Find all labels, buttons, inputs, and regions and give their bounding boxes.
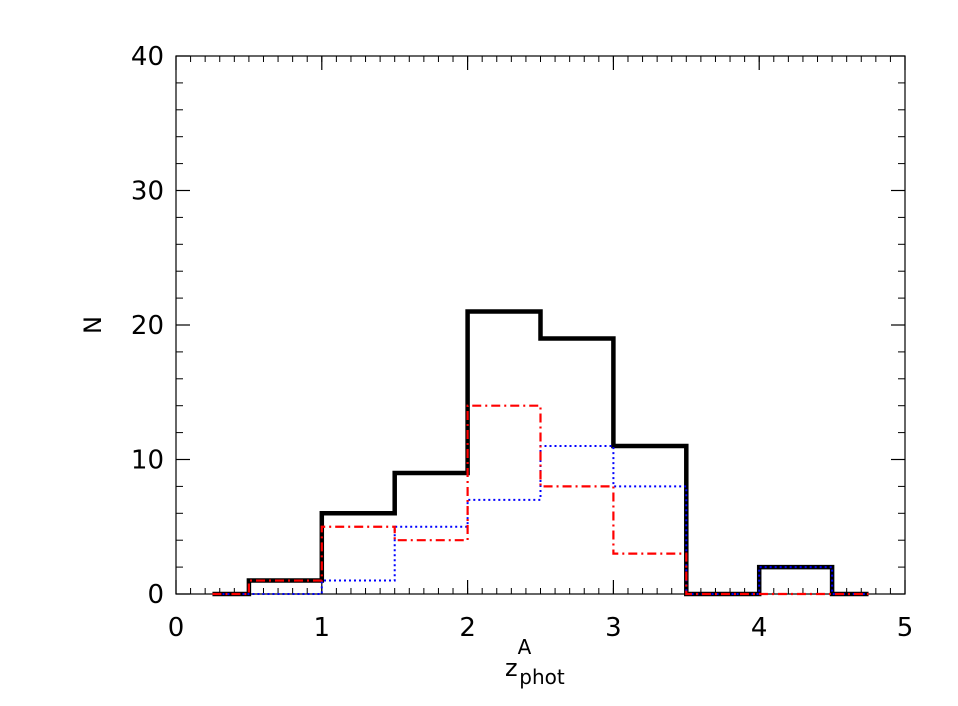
y-tick-label: 10 [131, 446, 164, 476]
y-tick-label: 30 [131, 177, 164, 207]
y-tick-label: 0 [147, 580, 164, 610]
x-tick-label: 5 [897, 613, 914, 643]
major-ticks [175, 55, 906, 595]
x-tick-label: 4 [751, 613, 768, 643]
y-axis-title: N [79, 316, 107, 334]
x-axis-title: zA phot [505, 635, 565, 689]
y-tick-label: 20 [131, 311, 164, 341]
series-line-2-dotted [212, 445, 869, 595]
tick-labels: 0 1 2 3 4 5 0 10 20 30 40 [131, 42, 913, 643]
x-axis-title-sup: A [518, 635, 532, 659]
x-tick-label: 2 [459, 613, 476, 643]
series-layer [212, 309, 869, 597]
x-axis-title-sub: phot [519, 665, 565, 689]
x-tick-label: 3 [605, 613, 622, 643]
x-axis-title-main: z [505, 654, 518, 682]
x-tick-label: 1 [314, 613, 331, 643]
y-tick-label: 40 [131, 42, 164, 72]
x-tick-label: 0 [168, 613, 185, 643]
